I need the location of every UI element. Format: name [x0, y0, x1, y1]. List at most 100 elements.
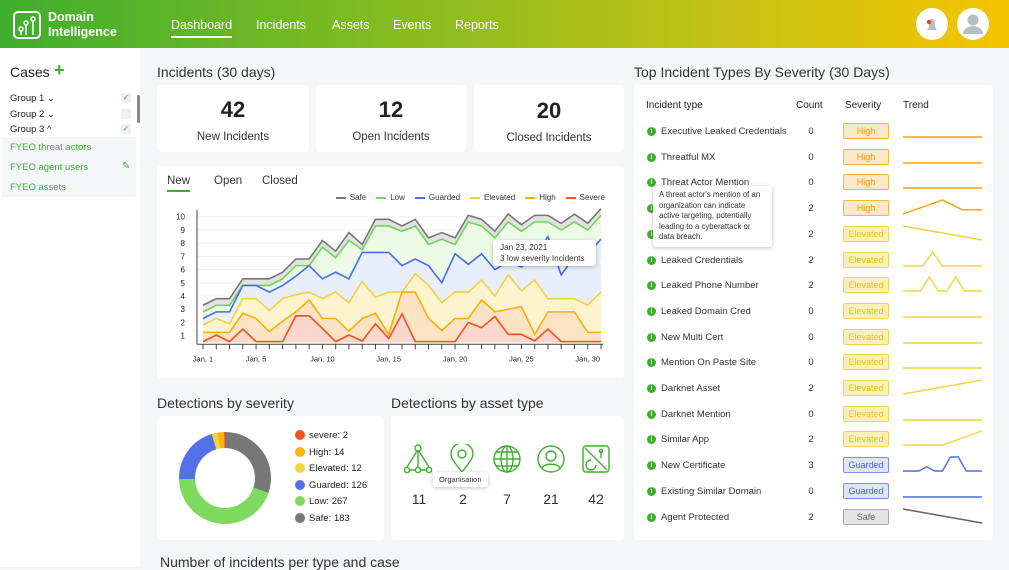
info-icon[interactable]: i [647, 229, 656, 239]
group-3-checkbox[interactable]: ✓ [121, 124, 131, 134]
info-icon[interactable]: i [647, 358, 656, 368]
incident-type-row[interactable]: i Executive Leaked Credentials 0 High [640, 123, 990, 145]
donut-slice-high[interactable] [217, 432, 225, 449]
incident-type-row[interactable]: i New Multi Cert 0 Elevated [640, 328, 990, 351]
legend-item-low[interactable]: Low [376, 193, 405, 202]
incident-type-row[interactable]: i Threat Actor Mention 0 High [640, 174, 990, 196]
legend-item-high[interactable]: High [525, 193, 556, 202]
add-case-button[interactable]: + [54, 60, 65, 80]
incident-type-row[interactable]: i Darknet Mention 0 Elevated [640, 405, 990, 428]
info-icon[interactable]: i [647, 255, 656, 265]
incident-count: 0 [808, 357, 814, 369]
incident-type-row[interactable]: i New Certificate 3 Guarded [640, 456, 990, 479]
trend-sparkline [903, 456, 982, 472]
x-tick-label: Jan, 30 [575, 354, 600, 363]
incident-type-row[interactable]: i Threatful MX 0 High [640, 148, 990, 171]
user-avatar[interactable] [957, 8, 989, 40]
group-2[interactable]: Group 2 ⌄ [10, 109, 55, 120]
incident-type-row[interactable]: i Leaked Phone Number 2 Elevated [640, 275, 990, 299]
line-high[interactable] [203, 291, 601, 337]
incident-type-row[interactable]: i Existing Similar Domain 0 Guarded [640, 482, 990, 505]
incident-type-row[interactable]: i Darknet Asset 2 Elevated [640, 379, 990, 402]
phone-app-icon[interactable] [581, 444, 611, 474]
info-icon[interactable]: i [647, 204, 656, 214]
legend-item-severe[interactable]: Severe [565, 193, 605, 202]
edit-icon[interactable]: ✎ [122, 161, 131, 172]
tab-open[interactable]: Open [214, 175, 243, 187]
info-icon[interactable]: i [647, 435, 656, 445]
incident-type-row[interactable]: i Leaked Credentials 2 Elevated [640, 250, 990, 274]
info-icon[interactable]: i [647, 461, 656, 471]
group-1-checkbox[interactable]: ✓ [121, 93, 131, 103]
legend-dot [295, 496, 305, 507]
group-1[interactable]: Group 1 ⌄ [10, 93, 55, 104]
severity-badge: Elevated [843, 302, 889, 319]
case-fyeo-threat-actors[interactable]: FYEO threat actors [10, 142, 92, 153]
info-icon[interactable]: i [647, 152, 656, 162]
donut-slice-severe[interactable] [224, 432, 225, 449]
incident-count: 0 [808, 126, 814, 137]
legend-swatch [470, 196, 481, 199]
line-low[interactable] [202, 214, 602, 313]
col-trend[interactable]: Trend [903, 100, 929, 111]
nav-events[interactable]: Events [393, 18, 432, 32]
legend-text: severe: 2 [309, 430, 349, 441]
info-icon[interactable]: i [647, 332, 656, 342]
stat-open-incidents[interactable]: 12 Open Incidents [316, 85, 466, 152]
nav-assets[interactable]: Assets [332, 18, 370, 32]
legend-text: High: 14 [309, 446, 345, 458]
app-name[interactable]: Domain Intelligence [48, 10, 117, 40]
donut-slice-elevated[interactable] [211, 432, 221, 450]
cases-title: Cases [10, 64, 50, 80]
stat-closed-incidents[interactable]: 20 Closed Incidents [474, 85, 624, 152]
info-icon[interactable]: i [647, 409, 656, 419]
donut-slice-safe[interactable] [225, 432, 271, 494]
legend-item-safe[interactable]: Safe [335, 193, 366, 202]
incident-type-row[interactable]: i 2 High [640, 199, 990, 222]
incident-type-row[interactable]: i Mention On Paste Site 0 Elevated [640, 354, 990, 376]
tab-closed[interactable]: Closed [262, 175, 298, 187]
incident-type-row[interactable]: i Similar App 2 Elevated [640, 430, 990, 453]
case-fyeo-assets[interactable]: FYEO assets [10, 182, 66, 193]
incident-type-row[interactable]: i 2 Elevated [640, 225, 990, 248]
legend-item-guarded[interactable]: Guarded [414, 193, 460, 202]
nav-reports[interactable]: Reports [455, 18, 499, 32]
sidebar-scrollbar[interactable] [137, 95, 140, 123]
col-severity[interactable]: Severity [845, 100, 882, 111]
nav-incidents[interactable]: Incidents [256, 18, 307, 32]
organisation-icon[interactable] [404, 444, 434, 474]
y-tick-label: 2 [181, 318, 186, 327]
info-icon[interactable]: i [647, 486, 656, 496]
info-icon[interactable]: i [647, 384, 656, 393]
user-icon[interactable] [536, 444, 566, 474]
y-tick-label: 8 [181, 239, 186, 248]
incident-type-row[interactable]: i Leaked Domain Cred 0 Elevated [640, 302, 990, 325]
donut-slice-guarded[interactable] [179, 433, 217, 480]
nav-dashboard[interactable]: Dashboard [171, 18, 233, 38]
legend-item-elevated[interactable]: Elevated [470, 193, 515, 202]
col-count[interactable]: Count [796, 100, 823, 111]
info-icon[interactable]: i [647, 178, 656, 188]
notifications-button[interactable] [916, 8, 948, 40]
location-pin-icon[interactable] [449, 444, 475, 474]
line-severe[interactable] [202, 312, 601, 343]
group-2-checkbox[interactable] [121, 109, 131, 119]
col-incident-type[interactable]: Incident type [646, 100, 703, 111]
case-fyeo-agent-users[interactable]: FYEO agent users [10, 162, 89, 173]
severity-badge: Elevated [843, 225, 889, 242]
group-3[interactable]: Group 3 ^ [10, 124, 51, 135]
donut-slice-low[interactable] [179, 478, 269, 524]
info-icon[interactable]: i [647, 512, 656, 522]
stat-new-incidents[interactable]: 42 New Incidents [157, 85, 309, 152]
tab-new[interactable]: New [167, 175, 191, 192]
info-icon[interactable]: i [647, 306, 656, 316]
severity-title: Detections by severity [157, 395, 294, 411]
incident-type-row[interactable]: i Agent Protected 2 Safe [640, 507, 990, 531]
stat-value: 42 [220, 97, 246, 122]
info-icon[interactable]: i [647, 127, 656, 136]
line-safe[interactable] [202, 208, 602, 306]
incident-type-name: Mention On Paste Site [661, 357, 757, 369]
severity-badge: High [843, 174, 889, 191]
globe-icon[interactable] [492, 444, 522, 474]
info-icon[interactable]: i [647, 281, 656, 291]
